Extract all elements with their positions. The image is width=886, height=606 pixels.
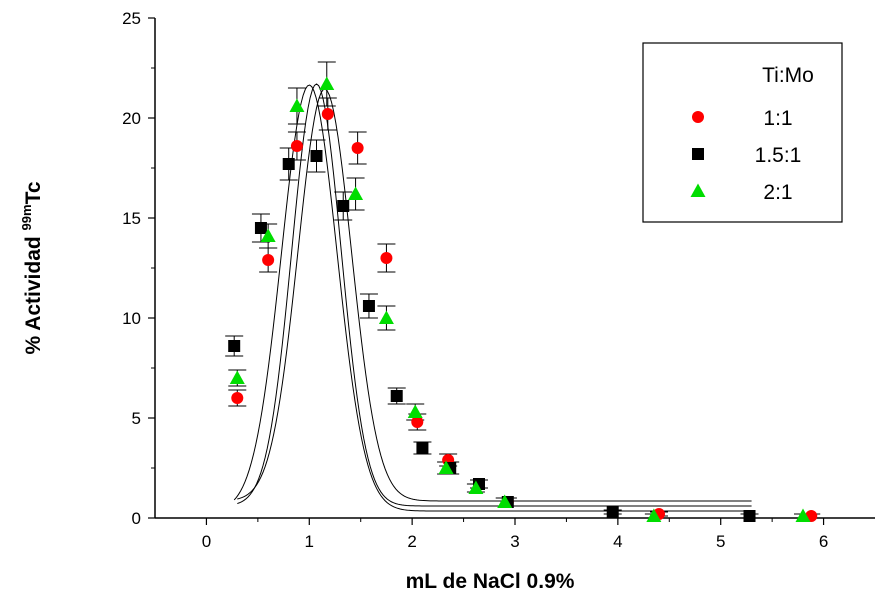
y-axis-title-prefix: % Actividad bbox=[22, 230, 45, 354]
y-tick-label: 10 bbox=[122, 309, 141, 328]
data-point-2-1 bbox=[378, 310, 394, 324]
legend-title: Ti:Mo bbox=[762, 64, 814, 87]
legend-box bbox=[642, 42, 843, 223]
x-tick-label: 3 bbox=[510, 532, 519, 551]
legend-label-1-5-1: 1.5:1 bbox=[755, 144, 802, 167]
data-point-2-1 bbox=[795, 508, 811, 522]
x-tick-label: 5 bbox=[716, 532, 725, 551]
data-point-2-1 bbox=[260, 228, 276, 242]
x-tick-label: 0 bbox=[202, 532, 211, 551]
legend-marker-1-5-1 bbox=[692, 148, 704, 160]
data-point-1-5-1 bbox=[310, 150, 323, 162]
y-axis-title: % Actividad 99mTc bbox=[19, 181, 45, 354]
y-axis-title-superscript: 99m bbox=[19, 204, 34, 230]
y-tick-label: 15 bbox=[122, 209, 141, 228]
data-points bbox=[228, 76, 818, 522]
data-point-1-1 bbox=[351, 142, 364, 154]
ticks: 0 1 2 3 4 5 6 0 5 10 15 20 25 bbox=[122, 9, 828, 551]
data-point-1-5-1 bbox=[416, 442, 429, 454]
data-point-1-1 bbox=[290, 140, 303, 152]
data-point-1-1 bbox=[262, 254, 275, 266]
data-point-2-1 bbox=[229, 370, 245, 384]
legend: Ti:Mo 1:1 1.5:1 2:1 bbox=[642, 42, 843, 223]
data-point-1-5-1 bbox=[606, 506, 619, 518]
data-point-2-1 bbox=[646, 508, 662, 522]
data-point-1-1 bbox=[411, 416, 424, 428]
x-tick-label: 1 bbox=[305, 532, 314, 551]
legend-items: 1:1 1.5:1 2:1 bbox=[690, 107, 802, 204]
x-tick-label: 4 bbox=[613, 532, 622, 551]
y-tick-label: 25 bbox=[122, 9, 141, 28]
data-point-1-5-1 bbox=[282, 158, 295, 170]
y-axis-title-suffix: Tc bbox=[22, 181, 45, 204]
legend-label-1-1: 1:1 bbox=[763, 107, 792, 130]
legend-marker-1-1 bbox=[692, 111, 704, 123]
data-point-2-1 bbox=[407, 404, 423, 418]
y-tick-label: 0 bbox=[132, 509, 141, 528]
y-tick-label: 5 bbox=[132, 409, 141, 428]
data-point-1-5-1 bbox=[228, 340, 241, 352]
data-point-1-1 bbox=[231, 392, 244, 404]
data-point-1-5-1 bbox=[362, 300, 375, 312]
data-point-1-5-1 bbox=[337, 200, 350, 212]
data-point-2-1 bbox=[468, 480, 484, 494]
fit-curve-1-5-1 bbox=[233, 84, 752, 512]
x-tick-label: 2 bbox=[407, 532, 416, 551]
y-tick-label: 20 bbox=[122, 109, 141, 128]
data-point-2-1 bbox=[438, 460, 454, 474]
data-point-1-1 bbox=[321, 108, 334, 120]
x-axis-title: mL de NaCl 0.9% bbox=[406, 570, 575, 593]
data-point-1-5-1 bbox=[743, 510, 756, 522]
data-point-1-5-1 bbox=[390, 390, 403, 402]
data-point-1-5-1 bbox=[254, 222, 267, 234]
legend-label-2-1: 2:1 bbox=[763, 181, 792, 204]
data-point-2-1 bbox=[497, 494, 513, 508]
data-point-1-1 bbox=[380, 252, 393, 264]
data-point-2-1 bbox=[289, 98, 305, 112]
data-point-2-1 bbox=[319, 76, 335, 90]
data-point-2-1 bbox=[348, 186, 364, 200]
x-tick-label: 6 bbox=[819, 532, 828, 551]
legend-marker-2-1 bbox=[690, 183, 706, 197]
